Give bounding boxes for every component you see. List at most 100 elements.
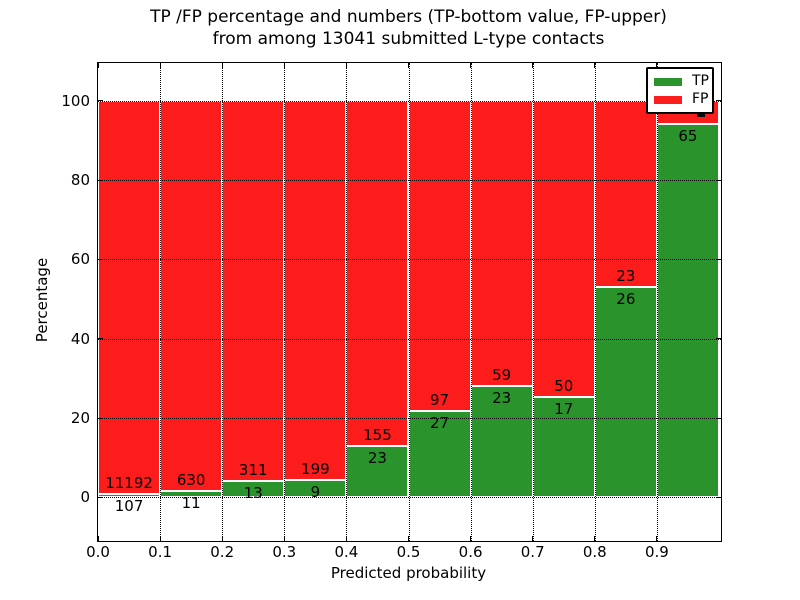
vertical-gridline: [222, 63, 224, 541]
y-tick-mark: [98, 338, 103, 340]
y-tick-mark: [716, 496, 721, 498]
x-axis-label: Predicted probability: [330, 564, 487, 582]
x-tick-label: 0.8: [582, 543, 607, 561]
x-tick-label: 0.2: [210, 543, 235, 561]
fp-count-label: 23: [616, 266, 636, 285]
chart-title-line2: from among 13041 submitted L-type contac…: [212, 29, 605, 49]
y-tick-mark: [98, 179, 103, 181]
x-tick-mark: [97, 536, 99, 541]
y-tick-mark: [98, 258, 103, 260]
legend-label-fp: FP: [692, 91, 709, 107]
y-axis-label: Percentage: [33, 257, 51, 343]
y-tick-mark: [716, 100, 721, 102]
tp-count-label: 26: [616, 289, 636, 308]
x-tick-label: 0.1: [148, 543, 173, 561]
chart-title-line1: TP /FP percentage and numbers (TP-bottom…: [150, 7, 667, 27]
fp-count-label: 50: [554, 376, 574, 395]
bar-segment-fp: [408, 100, 471, 411]
vertical-gridline: [408, 63, 410, 541]
y-tick-mark: [716, 179, 721, 181]
y-tick-mark: [716, 258, 721, 260]
tp-count-label: 9: [310, 483, 321, 502]
horizontal-gridline: [98, 497, 721, 499]
x-tick-mark: [283, 536, 285, 541]
vertical-gridline: [160, 63, 162, 541]
vertical-gridline: [656, 63, 658, 541]
horizontal-gridline: [98, 338, 721, 340]
tp-count-label: 23: [492, 389, 512, 408]
tp-count-label: 65: [678, 126, 698, 145]
x-tick-mark: [532, 536, 534, 541]
vertical-gridline: [470, 63, 472, 541]
bar-segment-fp: [346, 100, 409, 447]
vertical-gridline: [532, 63, 534, 541]
x-tick-mark: [159, 536, 161, 541]
y-tick-mark: [98, 496, 103, 498]
tp-count-label: 107: [114, 496, 144, 515]
vertical-gridline: [594, 63, 596, 541]
x-tick-mark: [470, 536, 472, 541]
fp-count-label: 59: [492, 366, 512, 385]
y-tick-label: 0: [80, 488, 90, 507]
x-tick-label: 0.7: [520, 543, 545, 561]
bar-segment-tp: [656, 123, 719, 498]
tp-count-label: 23: [367, 449, 387, 468]
tp-count-label: 11: [181, 493, 201, 512]
bar-segment-fp: [470, 100, 533, 387]
y-tick-label: 40: [70, 329, 90, 348]
y-tick-label: 20: [70, 409, 90, 428]
x-tick-label: 0.5: [396, 543, 421, 561]
x-tick-label: 0.3: [272, 543, 297, 561]
y-tick-label: 60: [70, 250, 90, 269]
y-tick-label: 80: [70, 171, 90, 190]
bar-segment-tp: [98, 493, 161, 498]
bar-segment-fp: [594, 100, 657, 287]
bar-segment-tp: [470, 386, 533, 498]
x-tick-mark: [283, 63, 285, 68]
plot-area: TP FP 11192 107 630 11 311 13 199 9 155 23 97 27 59 2…: [61, 62, 722, 560]
x-tick-mark: [97, 63, 99, 68]
x-tick-mark: [408, 536, 409, 541]
horizontal-gridline: [98, 259, 721, 261]
x-tick-mark: [408, 63, 409, 68]
bar-segment-tp: [594, 286, 657, 498]
vertical-gridline: [346, 63, 348, 541]
x-tick-mark: [532, 63, 534, 68]
tp-count-label: 13: [243, 484, 263, 503]
bar-segment-fp: [284, 100, 347, 481]
fp-count-label: 97: [430, 390, 450, 409]
x-tick-mark: [594, 536, 596, 541]
vertical-gridline: [284, 63, 286, 541]
x-tick-mark: [159, 63, 161, 68]
y-tick-mark: [98, 417, 103, 419]
bar-segment-fp: [98, 100, 161, 494]
chart-title: TP /FP percentage and numbers (TP-bottom…: [97, 6, 720, 50]
tp-count-label: 17: [554, 399, 574, 418]
x-tick-mark: [470, 63, 472, 68]
horizontal-gridline: [98, 418, 721, 420]
legend-item-tp: TP: [654, 73, 709, 89]
horizontal-gridline: [98, 180, 721, 182]
fp-count-label: 11192: [105, 473, 153, 492]
y-tick-mark: [98, 100, 103, 102]
x-tick-label: 0.9: [644, 543, 669, 561]
x-tick-mark: [221, 536, 223, 541]
horizontal-gridline: [98, 100, 721, 102]
y-tick-mark: [716, 417, 721, 419]
x-tick-label: 0.6: [458, 543, 483, 561]
x-tick-mark: [594, 63, 596, 68]
legend: TP FP: [646, 67, 714, 114]
fp-count-label: 155: [363, 426, 392, 445]
x-tick-mark: [345, 63, 347, 68]
fp-count-label: 630: [176, 470, 206, 489]
legend-item-fp: FP: [654, 91, 709, 107]
fp-count-label: 311: [238, 461, 268, 480]
legend-label-tp: TP: [692, 73, 709, 89]
fp-color-swatch: [654, 95, 682, 104]
bar-segment-fp: [160, 100, 223, 491]
bar-segment-fp: [222, 100, 285, 482]
x-tick-label: 0.4: [334, 543, 359, 561]
y-tick-mark: [716, 338, 721, 340]
x-tick-mark: [656, 536, 658, 541]
